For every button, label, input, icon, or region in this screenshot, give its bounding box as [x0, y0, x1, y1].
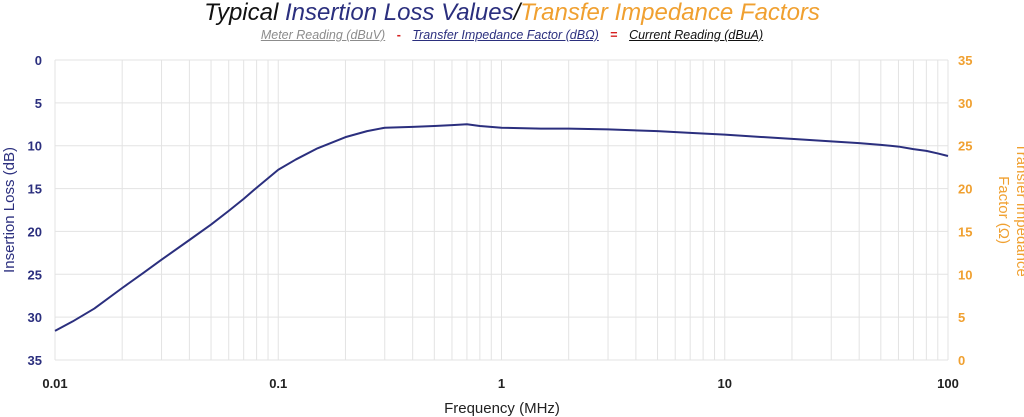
y-tick-label-5: 5 — [35, 96, 42, 111]
y2-tick-label-5: 5 — [958, 310, 965, 325]
x-tick-label-0_01: 0.01 — [42, 376, 67, 391]
x-tick-label-100: 100 — [937, 376, 959, 391]
y2-tick-label-35: 35 — [958, 53, 972, 68]
subtitle-minus: - — [396, 28, 401, 42]
x-tick-label-1: 1 — [498, 376, 505, 391]
y-tick-label-20: 20 — [28, 224, 42, 239]
series-line-0 — [54, 123, 949, 332]
chart-subtitle: Meter Reading (dBuV) - Transfer Impedanc… — [0, 28, 1024, 42]
y-tick-label-10: 10 — [28, 139, 42, 154]
y2-tick-label-20: 20 — [958, 182, 972, 197]
x-axis: 0.01 0.1 1 10 100 — [42, 376, 959, 391]
subtitle-current-reading: Current Reading (dBuA) — [629, 28, 764, 42]
y2-axis-label-line1: Transfer Impedance — [1013, 143, 1024, 277]
y-axis-right: 35 30 25 20 15 10 5 0 — [958, 53, 972, 368]
y-tick-label-25: 25 — [28, 267, 42, 282]
title-typical: Typical — [204, 0, 279, 26]
subtitle-equals: = — [610, 28, 618, 42]
subtitle-meter-reading: Meter Reading (dBuV) — [260, 28, 386, 42]
x-tick-label-10: 10 — [718, 376, 732, 391]
subtitle-transfer-factor: Transfer Impedance Factor (dBΩ) — [412, 28, 599, 42]
y-tick-label-0: 0 — [35, 53, 42, 68]
y2-axis-label-line2: Factor (Ω) — [995, 176, 1012, 244]
title-insertion-loss: Insertion Loss Values — [285, 0, 514, 26]
y-tick-label-35: 35 — [28, 353, 42, 368]
chart-title: Typical Insertion Loss Values/Transfer I… — [0, 0, 1024, 26]
y-axis-left: 0 5 10 15 20 25 30 35 — [28, 53, 42, 368]
title-separator: / — [513, 0, 521, 26]
y2-tick-label-25: 25 — [958, 139, 972, 154]
y-tick-label-15: 15 — [28, 182, 42, 197]
y2-tick-label-15: 15 — [958, 224, 972, 239]
y-tick-label-30: 30 — [28, 310, 42, 325]
y2-tick-label-0: 0 — [958, 353, 965, 368]
x-tick-label-0_1: 0.1 — [269, 376, 287, 391]
y2-tick-label-30: 30 — [958, 96, 972, 111]
grid-layer — [54, 59, 949, 361]
series-layer — [54, 123, 949, 332]
y2-tick-label-10: 10 — [958, 267, 972, 282]
y-axis-label: Insertion Loss (dB) — [1, 147, 18, 273]
x-axis-label: Frequency (MHz) — [444, 400, 560, 417]
title-transfer-impedance: Transfer Impedance Factors — [520, 0, 820, 26]
